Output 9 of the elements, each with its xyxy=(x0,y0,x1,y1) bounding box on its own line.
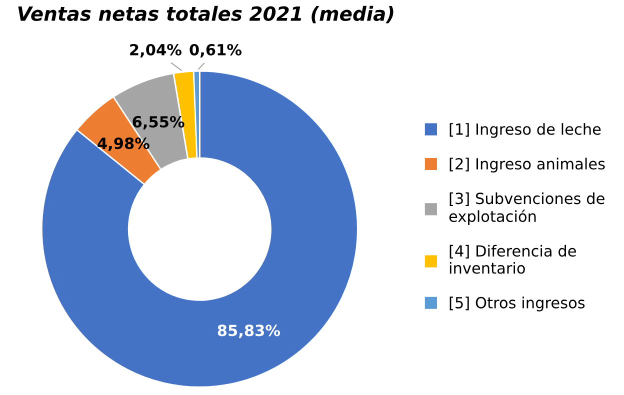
chart-title: Ventas netas totales 2021 (media) xyxy=(18,6,394,24)
data-label: 85,83% xyxy=(218,324,280,338)
legend-label: [5] Otros ingresos xyxy=(450,296,585,312)
legend-label: [3] Subvenciones de explotación xyxy=(449,192,604,226)
legend-label: [1] Ingreso de leche xyxy=(450,123,601,138)
legend-label: [2] Ingreso animales xyxy=(450,158,605,173)
data-label: 0,61% xyxy=(190,44,242,58)
legend-label: [4] Diferencia de inventario xyxy=(450,244,576,274)
data-label: 2,04% xyxy=(130,44,182,58)
